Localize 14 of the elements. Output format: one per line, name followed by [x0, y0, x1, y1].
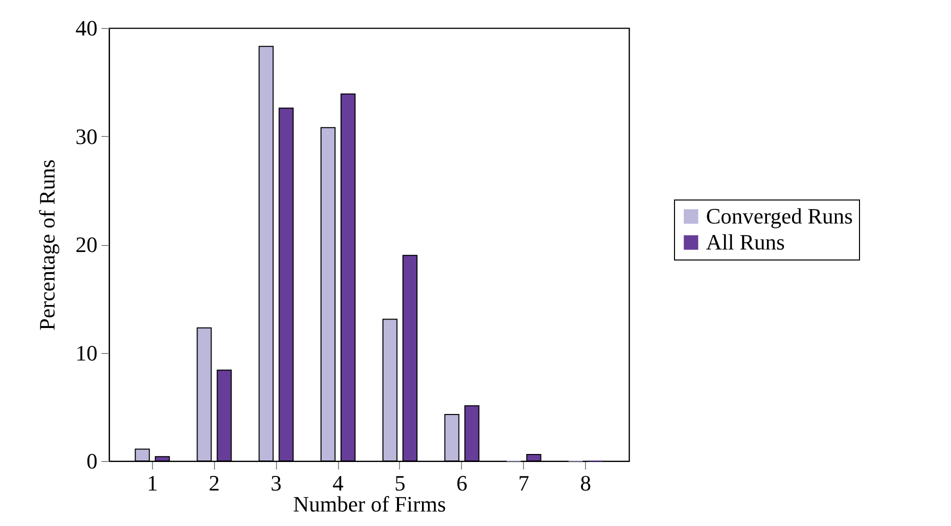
x-tick-label: 8: [580, 470, 592, 496]
y-tick-label: 20: [76, 232, 98, 257]
y-tick-label: 30: [76, 124, 98, 149]
x-tick-label: 1: [146, 470, 158, 496]
y-tick-label: 0: [86, 448, 98, 474]
y-tick-label: 40: [76, 16, 98, 40]
x-tick-label: 6: [456, 470, 468, 496]
legend-label: All Runs: [706, 230, 785, 254]
y-axis-title: Percentage of Runs: [34, 159, 60, 331]
x-tick-label: 7: [518, 470, 530, 496]
x-tick-label: 2: [208, 470, 220, 496]
x-tick-label: 3: [270, 470, 282, 496]
legend-label: Converged Runs: [706, 204, 853, 228]
y-tick-label: 10: [76, 340, 98, 366]
